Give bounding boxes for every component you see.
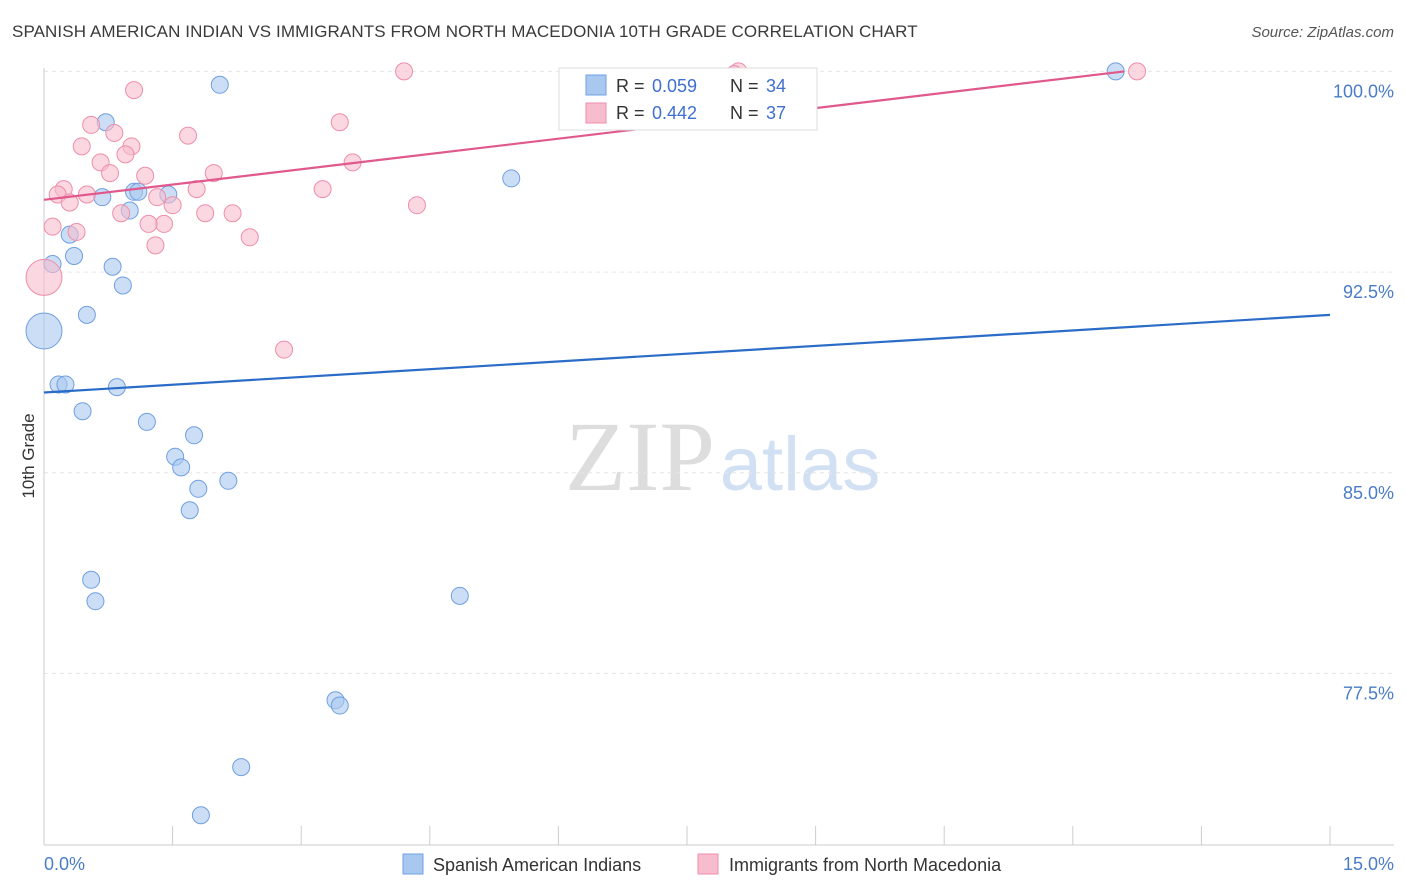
bottom-legend-swatch-pink [697,853,719,875]
x-ticks [43,826,1331,845]
watermark-zip: ZIP [565,401,715,512]
trendline-s1 [43,70,1125,201]
point-s0-18 [137,412,156,431]
point-s0-19 [185,426,204,445]
point-s1-3 [125,81,144,100]
point-s1-8 [72,137,91,156]
point-s1-21 [148,188,167,207]
legend-r-value-1: 0.442 [652,103,697,123]
point-s0-0 [210,75,229,94]
point-s0-10 [103,257,122,276]
x-tick-label-min: 0.0% [44,854,85,874]
point-s1-14 [204,164,223,183]
y-axis-label: 10th Grade [19,413,38,498]
point-s1-10 [116,145,135,164]
legend-n-value-1: 37 [766,103,786,123]
point-s0-8 [65,247,84,266]
point-s1-35 [275,340,294,359]
point-s0-11 [113,276,132,295]
point-s1-6 [105,123,124,142]
chart-title: SPANISH AMERICAN INDIAN VS IMMIGRANTS FR… [12,22,918,41]
point-s0-33 [129,182,148,201]
point-s0-30 [232,758,251,777]
legend-r-label-1: R = [616,103,645,123]
point-s1-2 [1128,62,1147,81]
point-s1-27 [223,204,242,223]
trendlines [43,70,1331,394]
point-s0-13 [25,312,63,350]
point-s1-18 [313,180,332,199]
legend-n-label-1: N = [730,103,759,123]
point-s0-23 [189,479,208,498]
bottom-legend-swatch-blue [402,853,424,875]
point-s0-15 [56,375,75,394]
point-s1-0 [395,62,414,81]
point-s1-7 [179,126,198,145]
legend-n-value-0: 34 [766,76,786,96]
legend-r-label-0: R = [616,76,645,96]
series-legend: Spanish American Indians Immigrants from… [402,853,1002,875]
point-s1-24 [407,196,426,215]
point-s1-15 [136,166,155,185]
point-s1-26 [196,204,215,223]
point-s1-34 [25,258,63,296]
y-tick-label-0: 100.0% [1333,81,1394,101]
point-s1-25 [112,204,131,223]
legend-swatch-blue [585,74,607,96]
point-s0-12 [77,305,96,324]
y-tick-labels: 100.0% 92.5% 85.0% 77.5% [1333,81,1394,703]
series-spanish-american-indians-points [25,62,1125,825]
point-s1-31 [67,222,86,241]
point-s1-23 [163,196,182,215]
legend-swatch-pink [585,102,607,124]
point-s1-30 [43,217,62,236]
y-tick-label-2: 85.0% [1343,483,1394,503]
point-s0-25 [82,570,101,589]
point-s0-22 [219,471,238,490]
bottom-legend-label-0: Spanish American Indians [433,855,641,875]
point-s0-17 [73,402,92,421]
point-s1-33 [146,236,165,255]
point-s1-32 [240,228,259,247]
x-tick-label-max: 15.0% [1343,854,1394,874]
legend-r-value-0: 0.059 [652,76,697,96]
point-s1-4 [330,113,349,132]
point-s0-29 [330,696,349,715]
point-s0-26 [86,592,105,611]
point-s0-24 [180,501,199,520]
trendline-s0 [43,313,1331,394]
series-north-macedonia-points [25,62,1147,359]
watermark-atlas: atlas [720,422,881,507]
axes [43,68,1394,846]
bottom-legend-label-1: Immigrants from North Macedonia [729,855,1002,875]
point-s1-28 [155,214,174,233]
stats-legend: R = 0.059 N = 34 R = 0.442 N = 37 [558,67,818,131]
y-tick-label-1: 92.5% [1343,282,1394,302]
point-s1-13 [101,164,120,183]
point-s1-5 [82,115,101,134]
source-label: Source: ZipAtlas.com [1251,24,1394,41]
gridlines [44,70,1394,674]
legend-n-label-0: N = [730,76,759,96]
point-s0-2 [502,169,521,188]
point-s0-27 [450,586,469,605]
y-tick-label-3: 77.5% [1343,683,1394,703]
point-s0-21 [172,458,191,477]
point-s0-31 [191,806,210,825]
point-s1-29 [139,214,158,233]
